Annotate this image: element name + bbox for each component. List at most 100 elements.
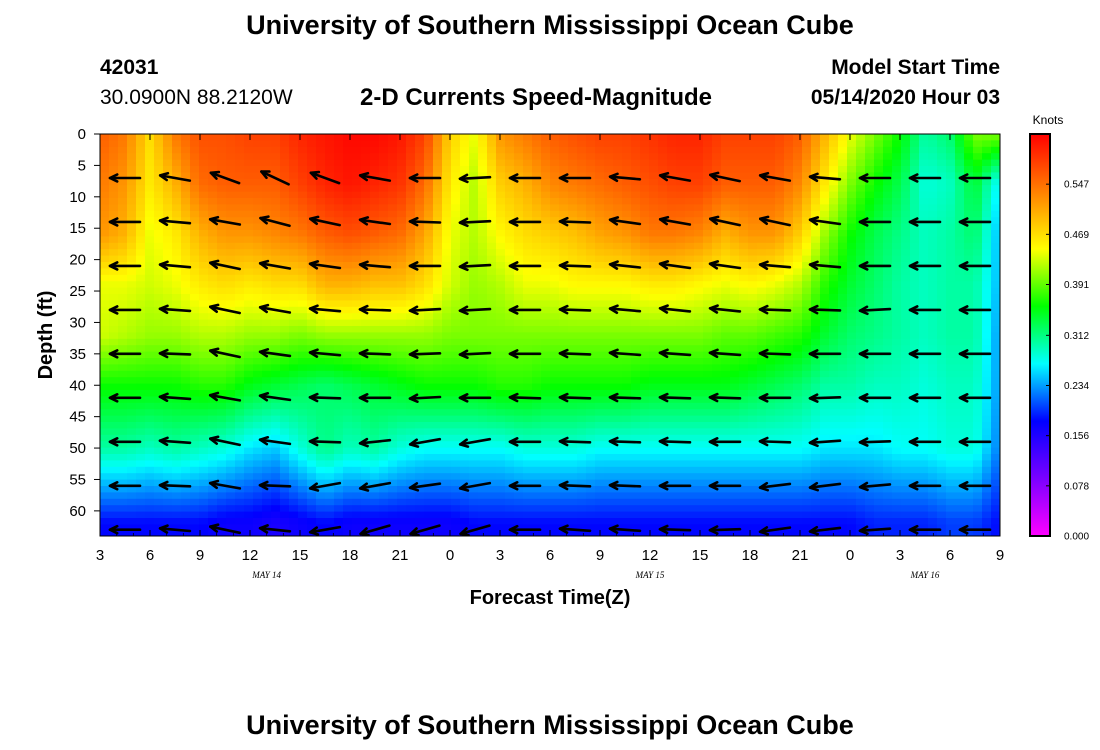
- heatmap-cell: [739, 287, 749, 295]
- heatmap-cell: [289, 159, 299, 167]
- heatmap-cell: [172, 345, 182, 353]
- heatmap-cell: [298, 287, 308, 295]
- heatmap-cell: [289, 166, 299, 173]
- heatmap-cell: [568, 287, 578, 295]
- heatmap-cell: [775, 377, 785, 385]
- heatmap-cell: [307, 326, 317, 333]
- heatmap-cell: [532, 140, 542, 148]
- heatmap-cell: [748, 351, 758, 359]
- heatmap-cell: [352, 524, 362, 532]
- heatmap-cell: [712, 518, 722, 525]
- heatmap-cell: [226, 364, 236, 372]
- heatmap-cell: [514, 134, 524, 141]
- heatmap-cell: [154, 242, 164, 250]
- heatmap-cell: [235, 306, 245, 314]
- heatmap-cell: [109, 486, 119, 493]
- heatmap-cell: [181, 498, 191, 506]
- heatmap-cell: [775, 217, 785, 225]
- heatmap-cell: [397, 402, 407, 410]
- heatmap-cell: [595, 166, 605, 173]
- heatmap-cell: [424, 146, 434, 154]
- heatmap-cell: [442, 473, 452, 481]
- heatmap-cell: [226, 390, 236, 397]
- heatmap-cell: [586, 319, 596, 327]
- heatmap-cell: [406, 326, 416, 333]
- heatmap-cell: [748, 313, 758, 321]
- heatmap-cell: [442, 377, 452, 385]
- heatmap-cell: [235, 358, 245, 365]
- heatmap-cell: [388, 300, 398, 308]
- heatmap-cell: [622, 390, 632, 397]
- heatmap-cell: [667, 236, 677, 244]
- heatmap-cell: [703, 454, 713, 461]
- heatmap-cell: [370, 140, 380, 148]
- heatmap-cell: [532, 287, 542, 295]
- heatmap-cell: [271, 319, 281, 327]
- heatmap-cell: [604, 262, 614, 269]
- heatmap-cell: [190, 223, 200, 231]
- heatmap-cell: [766, 402, 776, 410]
- heatmap-cell: [361, 498, 371, 506]
- heatmap-cell: [532, 486, 542, 493]
- heatmap-cell: [415, 313, 425, 321]
- heatmap-cell: [739, 294, 749, 301]
- heatmap-cell: [415, 498, 425, 506]
- heatmap-cell: [280, 313, 290, 321]
- heatmap-cell: [280, 134, 290, 141]
- heatmap-cell: [361, 364, 371, 372]
- heatmap-cell: [217, 236, 227, 244]
- heatmap-cell: [406, 159, 416, 167]
- heatmap-cell: [640, 486, 650, 493]
- heatmap-cell: [145, 262, 155, 269]
- heatmap-cell: [253, 351, 263, 359]
- heatmap-cell: [613, 249, 623, 257]
- heatmap-cell: [190, 345, 200, 353]
- heatmap-cell: [694, 210, 704, 218]
- heatmap-cell: [775, 204, 785, 212]
- heatmap-cell: [730, 479, 740, 487]
- heatmap-cell: [730, 319, 740, 327]
- heatmap-cell: [604, 306, 614, 314]
- heatmap-cell: [244, 140, 254, 148]
- heatmap-cell: [685, 518, 695, 525]
- heatmap-cell: [757, 434, 767, 442]
- heatmap-cell: [298, 441, 308, 449]
- heatmap-cell: [289, 217, 299, 225]
- heatmap-cell: [217, 204, 227, 212]
- heatmap-cell: [658, 492, 668, 500]
- heatmap-cell: [577, 364, 587, 372]
- heatmap-cell: [793, 274, 803, 282]
- heatmap-cell: [352, 345, 362, 353]
- heatmap-cell: [478, 422, 488, 429]
- heatmap-cell: [154, 230, 164, 237]
- heatmap-cell: [487, 140, 497, 148]
- heatmap-cell: [550, 530, 560, 536]
- heatmap-cell: [703, 242, 713, 250]
- heatmap-cell: [694, 498, 704, 506]
- heatmap-cell: [757, 153, 767, 161]
- heatmap-cell: [478, 326, 488, 333]
- heatmap-cell: [235, 409, 245, 417]
- heatmap-cell: [289, 390, 299, 397]
- heatmap-cell: [586, 402, 596, 410]
- heatmap-cell: [613, 466, 623, 474]
- heatmap-cell: [325, 191, 335, 199]
- heatmap-cell: [379, 460, 389, 468]
- heatmap-cell: [667, 383, 677, 391]
- heatmap-cell: [388, 185, 398, 193]
- heatmap-cell: [289, 454, 299, 461]
- heatmap-cell: [703, 383, 713, 391]
- heatmap-cell: [784, 274, 794, 282]
- heatmap-cell: [496, 511, 506, 519]
- heatmap-cell: [469, 153, 479, 161]
- heatmap-cell: [604, 530, 614, 536]
- heatmap-cell: [568, 345, 578, 353]
- heatmap-cell: [199, 319, 209, 327]
- heatmap-cell: [667, 287, 677, 295]
- heatmap-cell: [721, 191, 731, 199]
- heatmap-cell: [748, 281, 758, 289]
- heatmap-cell: [730, 159, 740, 167]
- heatmap-cell: [721, 249, 731, 257]
- heatmap-cell: [118, 530, 128, 536]
- heatmap-cell: [550, 383, 560, 391]
